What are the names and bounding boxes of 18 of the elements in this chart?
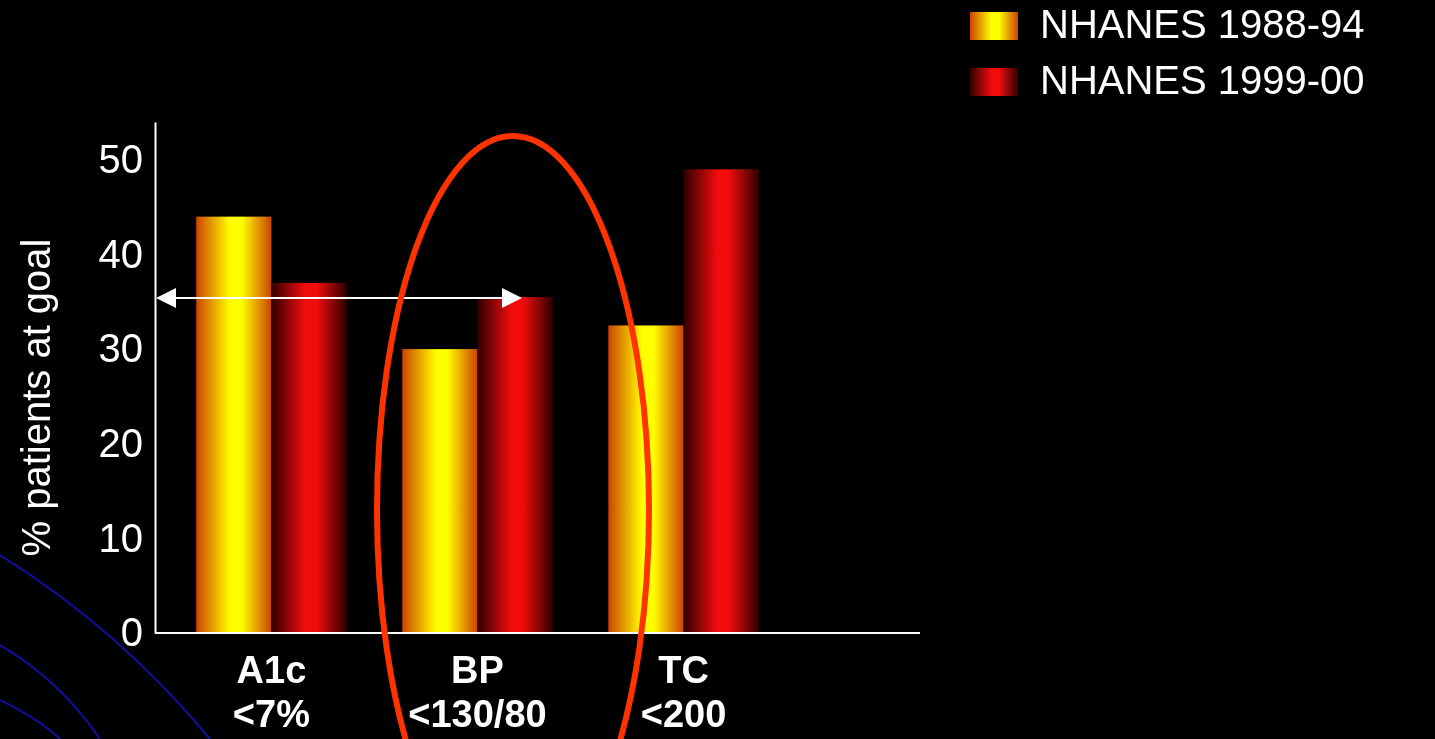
x-tick-label: BP <130/80 — [408, 649, 547, 735]
x-tick-label: TC <200 — [640, 649, 727, 735]
y-axis-title: % patients at goal — [14, 238, 58, 557]
y-tick-label: 20 — [98, 421, 143, 466]
legend-label: NHANES 1988-94 — [1040, 2, 1365, 46]
y-tick-label: 40 — [98, 231, 143, 276]
legend-label: NHANES 1999-00 — [1040, 58, 1365, 102]
y-tick-label: 50 — [98, 137, 143, 182]
bar — [477, 297, 553, 633]
x-tick-label: A1c <7% — [232, 649, 310, 735]
y-tick-label: 10 — [98, 515, 143, 560]
bar — [196, 216, 272, 633]
bar — [683, 169, 759, 633]
y-tick-label: 30 — [98, 326, 143, 371]
bar — [402, 349, 478, 633]
y-tick-label: 0 — [120, 610, 143, 655]
bar — [608, 325, 684, 633]
bar — [271, 282, 347, 633]
